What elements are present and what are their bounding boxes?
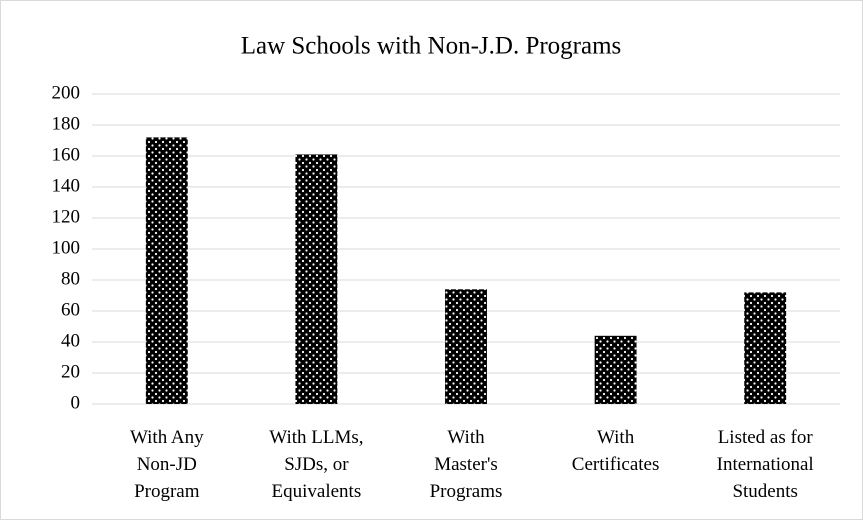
bar bbox=[445, 289, 487, 404]
bar bbox=[295, 154, 338, 404]
y-tick-label: 200 bbox=[52, 82, 81, 103]
x-tick-label: With Certificates bbox=[571, 427, 660, 475]
y-tick-label: 80 bbox=[61, 268, 80, 289]
bar bbox=[145, 137, 188, 404]
x-tick-label: With Master's Programs bbox=[429, 427, 503, 502]
chart-title: Law Schools with Non-J.D. Programs bbox=[241, 33, 622, 60]
bar bbox=[744, 292, 787, 404]
y-tick-label: 100 bbox=[52, 237, 81, 258]
y-tick-label: 180 bbox=[52, 113, 81, 134]
y-tick-label: 140 bbox=[52, 175, 81, 196]
y-tick-label: 20 bbox=[61, 361, 80, 382]
y-tick-label: 60 bbox=[61, 299, 80, 320]
y-tick-label: 160 bbox=[52, 144, 81, 165]
bar bbox=[594, 335, 637, 404]
x-tick-label: Listed as for International Students bbox=[716, 427, 814, 502]
x-tick-label: With LLMs, SJDs, or Equivalents bbox=[269, 427, 364, 502]
x-tick-label: With Any Non-JD Program bbox=[129, 427, 204, 502]
y-tick-label: 0 bbox=[71, 392, 81, 413]
y-tick-label: 40 bbox=[61, 330, 80, 351]
y-tick-label: 120 bbox=[52, 206, 81, 227]
